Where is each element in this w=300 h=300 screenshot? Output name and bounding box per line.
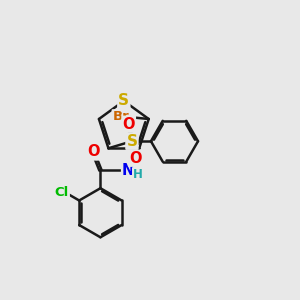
Text: Cl: Cl — [55, 186, 69, 199]
Text: S: S — [118, 93, 129, 108]
Text: N: N — [122, 163, 134, 178]
Text: O: O — [122, 117, 135, 132]
Text: O: O — [87, 145, 99, 160]
Text: Br: Br — [112, 110, 129, 123]
Text: O: O — [129, 151, 142, 166]
Text: S: S — [126, 134, 137, 149]
Text: H: H — [133, 168, 142, 181]
